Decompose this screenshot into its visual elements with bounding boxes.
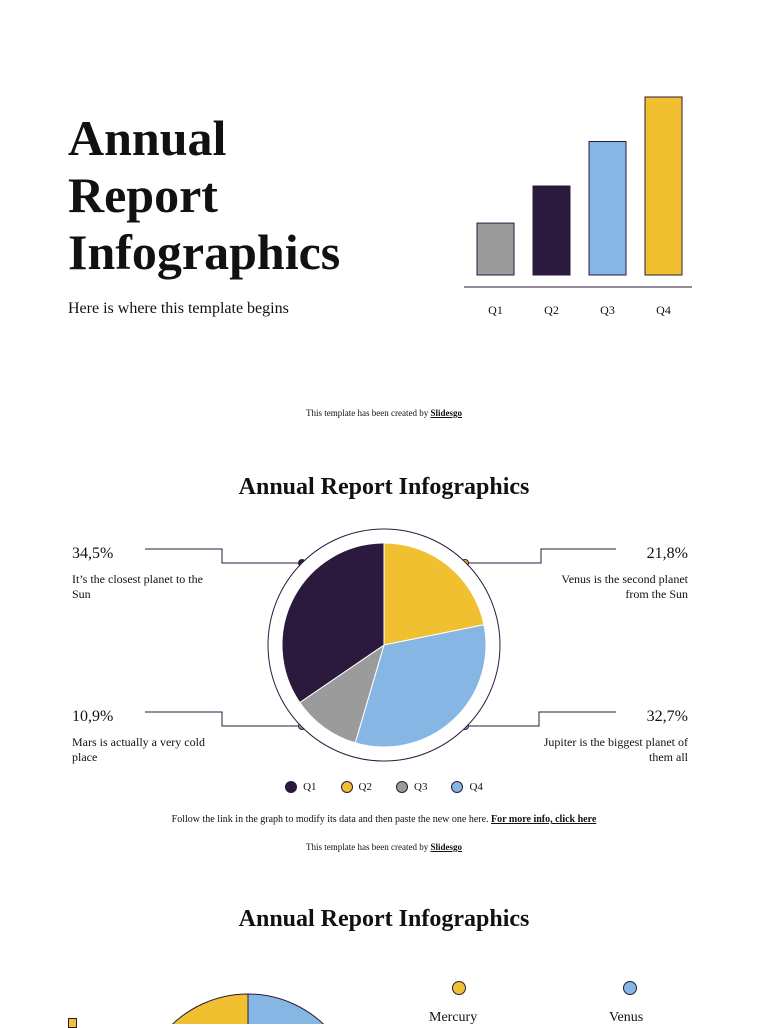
quarterly-pie-chart (267, 528, 501, 762)
callout-br-text: Jupiter is the biggest planet of them al… (543, 735, 688, 764)
slide3-slice-yellow (172, 993, 249, 1024)
slide3-marker (68, 1018, 77, 1028)
connector-tr (465, 548, 616, 564)
legend-swatch-q4 (451, 781, 464, 793)
section-title: Annual Report Infographics (238, 474, 530, 500)
connector-tl (145, 548, 302, 564)
legend-item-q4: Q4 (451, 781, 483, 793)
hero-title: Annual Report Infographics (68, 110, 398, 281)
data-note-text: Follow the link in the graph to modify i… (171, 814, 489, 825)
legend-item-q3: Q3 (396, 781, 427, 793)
legend-label-q4: Q4 (469, 781, 483, 793)
slide3-dot-venus (623, 981, 637, 995)
bar-label-q4: Q4 (656, 303, 671, 317)
credit-link[interactable]: Slidesgo (430, 408, 462, 418)
pie-slice-q2[interactable] (383, 542, 485, 646)
hero-title-line-2: Report (68, 167, 218, 223)
legend-swatch-q3 (396, 781, 408, 793)
callout-tl-text: It’s the closest planet to the Sun (72, 572, 203, 601)
callout-bl-text: Mars is actually a very cold place (72, 735, 205, 764)
more-info-link[interactable]: For more info, click here (491, 814, 597, 825)
legend-item-q1: Q1 (285, 781, 317, 793)
slide3-slice-blue (247, 993, 324, 1024)
section-title-3: Annual Report Infographics (238, 906, 530, 932)
bar-label-q3: Q3 (600, 303, 615, 317)
connector-br (465, 711, 616, 727)
callout-bl-pct: 10,9% (72, 708, 114, 725)
legend-label-q3: Q3 (414, 781, 428, 793)
credit-prefix: This template has been created by (306, 408, 429, 418)
slide3-dot-mercury (452, 981, 466, 995)
bar-q3 (588, 141, 627, 276)
pie-legend: Q1 Q2 Q3 Q4 (0, 781, 768, 793)
legend-swatch-q1 (285, 781, 298, 793)
callout-tr-pct: 21,8% (646, 545, 688, 562)
legend-label-q2: Q2 (358, 781, 372, 793)
pie-slice-q1[interactable] (281, 542, 385, 704)
bar-label-q2: Q2 (544, 303, 559, 317)
hero-subtitle: Here is where this template begins (68, 300, 289, 317)
bar-q1 (476, 222, 515, 276)
legend-swatch-q2 (340, 781, 353, 793)
credit-link-2[interactable]: Slidesgo (430, 842, 462, 852)
pie-slice-q3[interactable] (299, 643, 385, 744)
bar-label-q1: Q1 (488, 303, 503, 317)
credit-line-2: This template has been created by Slides… (0, 842, 768, 852)
slide3-label-mercury: Mercury (429, 1010, 478, 1025)
bar-q4 (644, 96, 683, 276)
quarterly-bar-chart: Q1 Q2 Q3 Q4 (464, 96, 692, 317)
hero-title-line-3: Infographics (68, 224, 341, 280)
slide3-pie-partial (172, 993, 324, 1024)
pie-slice-q4[interactable] (354, 624, 487, 748)
hero-title-line-1: Annual (68, 110, 227, 166)
callout-tr-text: Venus is the second planet from the Sun (561, 572, 688, 601)
callout-br-pct: 32,7% (646, 708, 688, 725)
callout-tl-pct: 34,5% (72, 545, 114, 562)
connector-bl (145, 711, 302, 727)
slide3-label-venus: Venus (609, 1010, 644, 1025)
legend-item-q2: Q2 (340, 781, 372, 793)
credit-line-1: This template has been created by Slides… (0, 408, 768, 418)
data-note: Follow the link in the graph to modify i… (0, 814, 768, 825)
credit-prefix-2: This template has been created by (306, 842, 429, 852)
bar-q2 (532, 185, 571, 276)
legend-label-q1: Q1 (303, 781, 317, 793)
